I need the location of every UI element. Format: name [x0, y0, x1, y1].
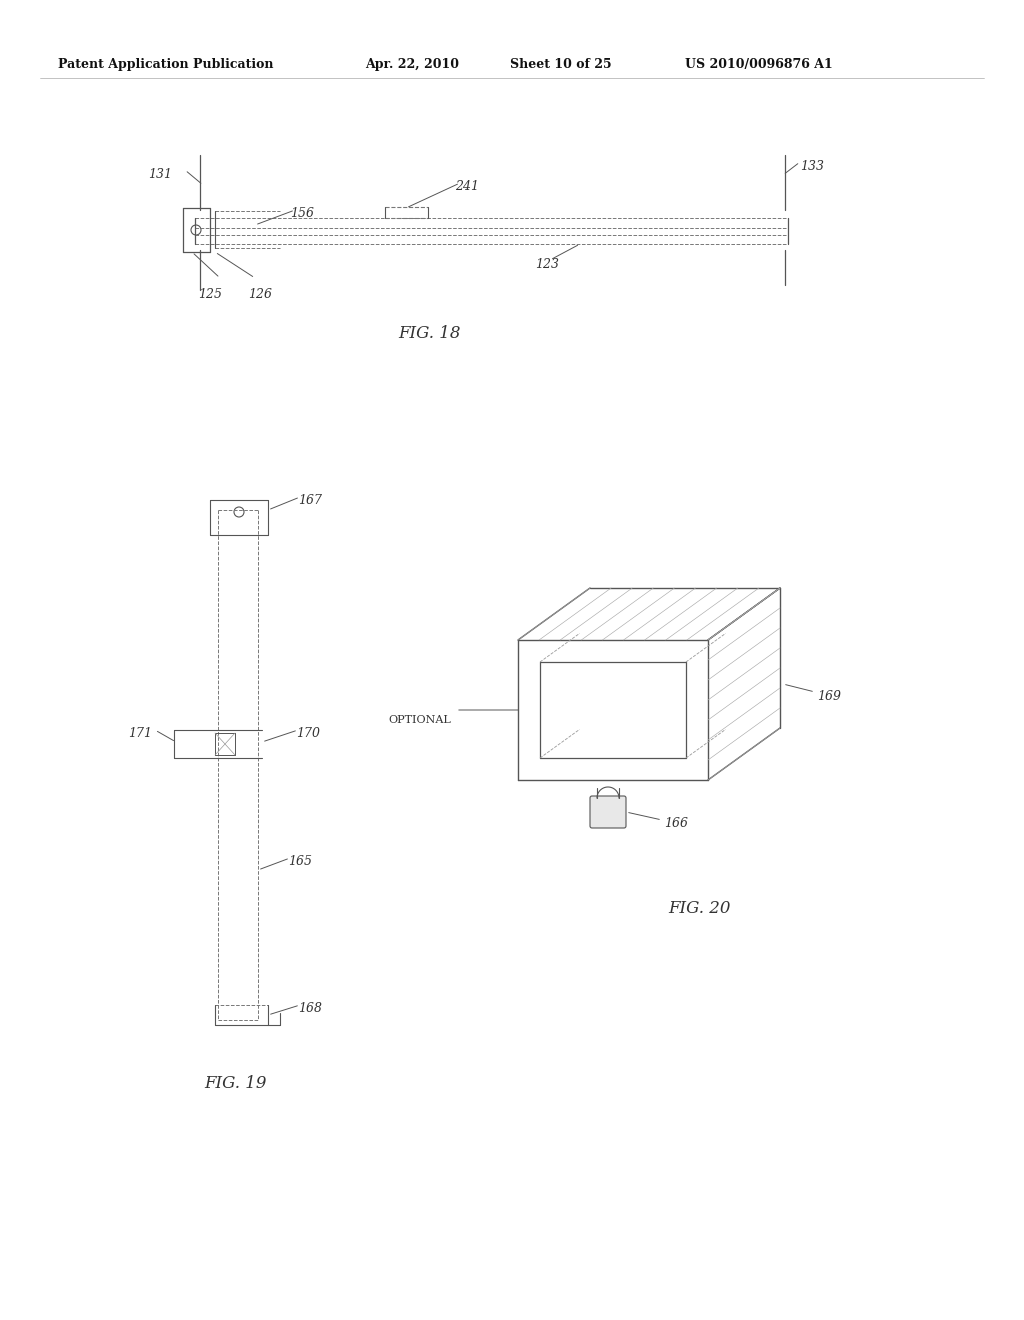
Text: 166: 166 — [664, 817, 688, 830]
Text: 165: 165 — [288, 855, 312, 869]
Text: 241: 241 — [455, 180, 479, 193]
Text: 168: 168 — [298, 1002, 322, 1015]
Text: US 2010/0096876 A1: US 2010/0096876 A1 — [685, 58, 833, 71]
Text: 169: 169 — [817, 690, 841, 704]
Text: 133: 133 — [800, 160, 824, 173]
Text: 170: 170 — [296, 727, 319, 741]
Text: FIG. 20: FIG. 20 — [669, 900, 731, 917]
Text: FIG. 18: FIG. 18 — [398, 325, 461, 342]
Text: Sheet 10 of 25: Sheet 10 of 25 — [510, 58, 611, 71]
Text: Apr. 22, 2010: Apr. 22, 2010 — [365, 58, 459, 71]
Text: FIG. 19: FIG. 19 — [204, 1074, 266, 1092]
Text: 125: 125 — [198, 288, 222, 301]
Text: 131: 131 — [148, 168, 172, 181]
FancyBboxPatch shape — [590, 796, 626, 828]
Text: 156: 156 — [290, 207, 314, 220]
Text: OPTIONAL: OPTIONAL — [388, 715, 451, 725]
Text: 126: 126 — [248, 288, 272, 301]
Text: 167: 167 — [298, 494, 322, 507]
Text: Patent Application Publication: Patent Application Publication — [58, 58, 273, 71]
Text: 171: 171 — [128, 727, 152, 741]
Text: 123: 123 — [535, 257, 559, 271]
